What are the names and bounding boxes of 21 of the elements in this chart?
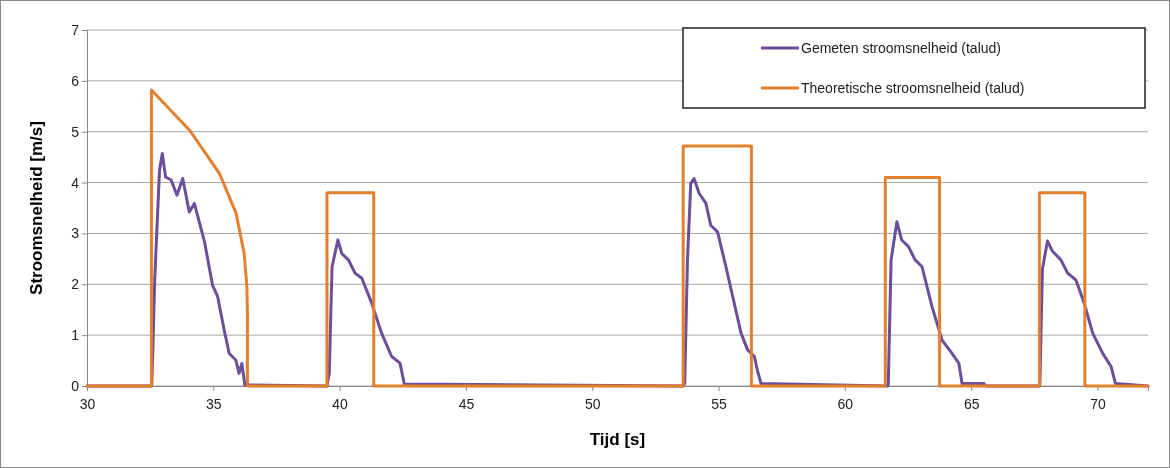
y-tick-label: 1 [71,327,80,344]
x-tick-label: 30 [79,396,96,413]
x-axis-title: Tijd [s] [589,430,646,449]
y-tick-label: 3 [71,225,80,242]
legend-label: Theoretische stroomsnelheid (talud) [801,79,1025,96]
x-tick-label: 50 [584,396,601,413]
x-tick-label: 40 [332,396,349,413]
y-tick-label: 4 [71,174,80,191]
y-tick-label: 2 [71,276,80,293]
x-tick-label: 45 [458,396,475,413]
x-tick-label: 55 [711,396,728,413]
y-tick-label: 5 [71,123,80,140]
y-tick-label: 7 [71,21,80,38]
y-axis-title: Stroomsnelheid [m/s] [27,121,46,295]
y-tick-label: 0 [71,377,80,394]
y-tick-label: 6 [71,72,80,89]
x-tick-label: 60 [837,396,854,413]
x-tick-label: 70 [1090,396,1106,413]
x-tick-label: 35 [206,396,222,413]
legend-label: Gemeten stroomsnelheid (talud) [801,39,1001,56]
x-tick-label: 65 [963,396,980,413]
